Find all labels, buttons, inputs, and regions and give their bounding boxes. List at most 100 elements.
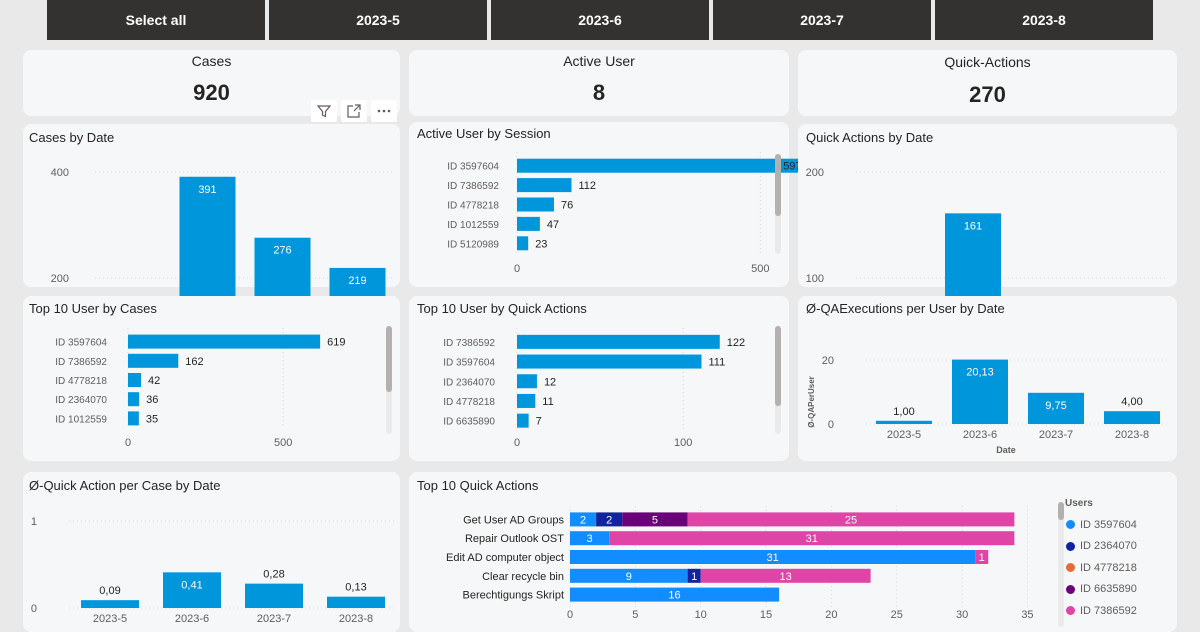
y-tick-label: ID 4778218 (55, 376, 107, 387)
scrollbar[interactable] (386, 326, 392, 434)
legend-marker (1066, 606, 1075, 616)
y-tick-label: 1 (31, 516, 37, 528)
chart-title: Ø-Quick Action per Case by Date (29, 478, 221, 493)
data-label: 12 (544, 376, 556, 388)
x-tick-label: 0 (125, 437, 131, 449)
chart-top10-user-by-quick-actions[interactable]: Top 10 User by Quick Actions 0 100 ID 7386… (409, 296, 789, 461)
bar (1104, 411, 1160, 424)
data-label: 0,13 (345, 582, 366, 594)
bar (517, 393, 536, 408)
bar (163, 572, 221, 608)
x-tick-label: 25 (891, 609, 903, 621)
kpi-card-cases[interactable]: Cases 920 (23, 50, 400, 116)
slicer-2023-5[interactable]: 2023-5 (269, 0, 487, 40)
x-tick-label: 2023-6 (963, 429, 997, 441)
stacked-bar-segment (596, 512, 623, 527)
bar (128, 353, 179, 368)
data-label: 20,13 (966, 367, 994, 379)
y-tick-label: 200 (51, 273, 69, 285)
bar (128, 411, 139, 426)
slicer-select-all[interactable]: Select all (47, 0, 265, 40)
data-label: 36 (146, 394, 158, 406)
scrollbar-thumb[interactable] (1058, 502, 1064, 520)
scrollbar-thumb[interactable] (775, 154, 781, 216)
data-label: 76 (561, 200, 573, 212)
legend-item[interactable]: ID 3597604 (1066, 514, 1137, 536)
scrollbar[interactable] (775, 326, 781, 434)
y-tick-label: ID 1012559 (447, 220, 499, 231)
data-label: 23 (535, 238, 547, 250)
kpi-card-active-user[interactable]: Active User 8 (409, 50, 789, 116)
slicer-2023-7[interactable]: 2023-7 (713, 0, 931, 40)
y-tick-label: ID 7386592 (443, 338, 495, 349)
stacked-bar-segment (609, 531, 1015, 546)
data-label: 276 (273, 245, 291, 257)
data-label: 11 (542, 396, 553, 408)
legend-label: ID 3597604 (1080, 518, 1137, 531)
legend-item[interactable]: ID 2364070 (1066, 536, 1137, 558)
legend-marker (1066, 520, 1075, 530)
bar (517, 236, 529, 251)
visual-header-toolbar (311, 100, 397, 122)
chart-top10-user-by-cases[interactable]: Top 10 User by Cases 0 500 ID 3597604 619 ID… (23, 296, 400, 461)
y-tick-label: Berechtigungs Skript (463, 590, 565, 602)
chart-quick-action-per-case[interactable]: Ø-Quick Action per Case by Date 0 1 0,09 20… (23, 472, 400, 632)
stacked-bar-segment (700, 568, 871, 583)
y-tick-label: ID 3597604 (55, 338, 107, 349)
y-tick-label: ID 3597604 (443, 358, 495, 369)
legend-item[interactable]: ID 4778218 (1066, 557, 1137, 579)
bar (517, 374, 537, 389)
legend-label: ID 2364070 (1080, 540, 1137, 553)
y-tick-label: ID 4778218 (443, 397, 495, 408)
chart-svg: 0200400342023-53912023-62762023-72192023… (51, 167, 395, 401)
legend-item[interactable]: ID 6635890 (1066, 579, 1137, 601)
x-tick-label: 500 (274, 437, 292, 449)
focus-mode-icon[interactable] (341, 100, 367, 122)
x-tick-label: 10 (695, 609, 707, 621)
y-tick-label: 0 (31, 603, 37, 615)
chart-active-user-by-session[interactable]: Active User by Session 0 500 ID 3597604 597… (409, 122, 808, 287)
scrollbar[interactable] (775, 154, 781, 254)
y-tick-label: ID 1012559 (55, 414, 107, 425)
x-tick-label: 2023-6 (175, 613, 209, 625)
slicer-2023-8[interactable]: 2023-8 (935, 0, 1153, 40)
y-tick-label: ID 7386592 (55, 357, 107, 368)
legend-label: ID 4778218 (1080, 561, 1137, 574)
bar (245, 583, 303, 608)
scrollbar[interactable] (1058, 502, 1064, 627)
kpi-title: Quick-Actions (944, 54, 1031, 70)
chart-cases-by-date[interactable]: Cases by Date 0200400342023-53912023-627… (23, 124, 400, 401)
data-label: 25 (845, 514, 857, 526)
data-label: 0,09 (99, 585, 120, 597)
y-tick-label: ID 2364070 (55, 395, 107, 406)
chart-title: Cases by Date (29, 130, 115, 145)
more-options-icon[interactable] (371, 100, 397, 122)
chart-top10-quick-actions[interactable]: Top 10 Quick Actions 0 5 10 15 20 25 30 35 Get U… (409, 472, 1177, 632)
x-tick-label: 15 (760, 609, 772, 621)
chart-title: Ø-QAExecutions per User by Date (806, 301, 1005, 316)
filter-icon[interactable] (311, 100, 337, 122)
chart-quick-actions-by-date[interactable]: Quick Actions by Date 010020032023-51612… (798, 124, 1177, 401)
bar (81, 600, 139, 608)
kpi-card-quick-actions[interactable]: Quick-Actions 270 (798, 50, 1177, 116)
scrollbar-thumb[interactable] (386, 326, 392, 392)
scrollbar-thumb[interactable] (775, 326, 781, 406)
data-label: 13 (780, 571, 792, 583)
x-tick-label: 30 (956, 609, 968, 621)
bar (128, 334, 321, 349)
chart-qa-executions-per-user[interactable]: Ø-QAExecutions per User by Date 0 20 1,00 2… (798, 296, 1177, 461)
x-tick-label: 2023-8 (1115, 429, 1149, 441)
legend-marker (1066, 541, 1075, 551)
bar (128, 392, 140, 407)
legend-item[interactable]: ID 7386592 (1066, 600, 1137, 622)
data-label: 35 (146, 413, 158, 425)
legend-label: ID 7386592 (1080, 604, 1137, 617)
data-label: 2 (606, 514, 612, 526)
slicer-2023-6[interactable]: 2023-6 (491, 0, 709, 40)
y-tick-label: ID 7386592 (447, 181, 499, 192)
data-label: 122 (727, 337, 745, 349)
data-label: 47 (547, 219, 559, 231)
kpi-value: 8 (592, 80, 606, 105)
kpi-title: Cases (191, 53, 232, 69)
